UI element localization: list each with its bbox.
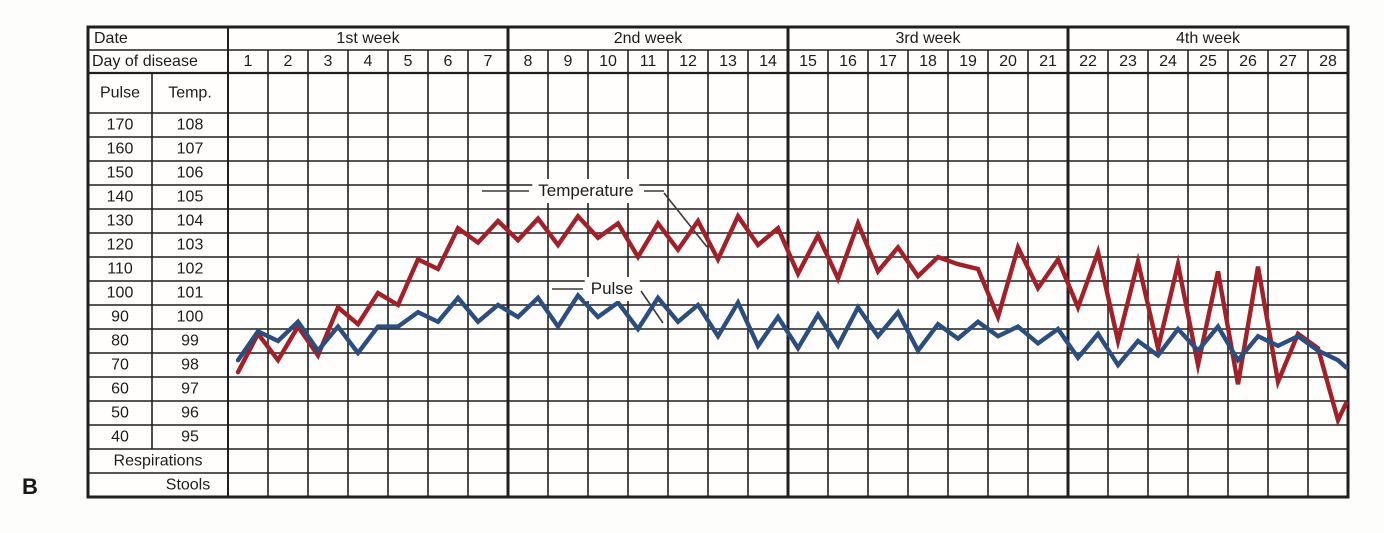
temp-scale-value: 105: [177, 189, 204, 206]
day-number: 10: [599, 53, 617, 70]
temp-column-header: Temp.: [168, 85, 212, 102]
pulse-scale-value: 40: [111, 429, 129, 446]
temp-scale-value: 101: [177, 285, 204, 302]
figure-label: B: [22, 474, 38, 499]
temp-scale-value: 104: [177, 213, 204, 230]
day-number: 3: [324, 53, 333, 70]
day-number: 4: [364, 53, 373, 70]
temp-scale-value: 97: [181, 381, 199, 398]
respirations-row-label: Respirations: [114, 453, 203, 470]
day-number: 11: [640, 53, 657, 70]
day-number: 13: [719, 53, 737, 70]
pulse-line: [235, 291, 1349, 370]
date-row-label: Date: [94, 30, 128, 47]
day-number: 20: [999, 53, 1017, 70]
day-number: 24: [1159, 53, 1177, 70]
day-number: 15: [799, 53, 817, 70]
day-number: 16: [839, 53, 857, 70]
day-number: 18: [919, 53, 937, 70]
day-of-disease-label: Day of disease: [92, 53, 198, 70]
temperature-series-label: Temperature: [532, 179, 640, 203]
pulse-scale-value: 110: [107, 261, 133, 278]
day-number: 23: [1119, 53, 1137, 70]
pulse-scale-value: 130: [107, 213, 134, 230]
temp-scale-value: 106: [177, 165, 204, 182]
temp-scale-value: 99: [181, 333, 199, 350]
pulse-series-label: Pulse: [584, 277, 640, 301]
temp-scale-value: 95: [181, 429, 199, 446]
pulse-scale-value: 100: [107, 285, 134, 302]
temp-scale-value: 96: [181, 405, 199, 422]
day-number: 8: [524, 53, 533, 70]
day-number: 12: [679, 53, 697, 70]
pulse-column-header: Pulse: [100, 85, 140, 102]
pulse-scale-value: 60: [111, 381, 129, 398]
day-number: 19: [959, 53, 977, 70]
temperature-line: [235, 211, 1349, 427]
day-number: 1: [244, 53, 253, 70]
pulse-scale-value: 80: [111, 333, 129, 350]
day-number: 25: [1199, 53, 1217, 70]
pulse-scale-value: 160: [107, 141, 134, 158]
temp-scale-value: 108: [177, 117, 204, 134]
day-number: 17: [879, 53, 897, 70]
day-number: 6: [444, 53, 453, 70]
week-header: 2nd week: [614, 30, 683, 47]
day-number: 26: [1239, 53, 1257, 70]
week-header: 3rd week: [896, 30, 962, 47]
pulse-scale-value: 120: [107, 237, 134, 254]
day-number: 27: [1279, 53, 1297, 70]
temp-scale-value: 100: [177, 309, 204, 326]
stools-row-label: Stools: [166, 477, 210, 494]
day-number: 7: [484, 53, 493, 70]
temp-scale-value: 102: [177, 261, 204, 278]
pulse-scale-value: 70: [111, 357, 129, 374]
day-number: 22: [1079, 53, 1097, 70]
week-header: 4th week: [1176, 30, 1241, 47]
day-number: 21: [1039, 53, 1057, 70]
day-number: 14: [759, 53, 777, 70]
pulse-scale-value: 50: [111, 405, 129, 422]
chart-outer-border: [86, 25, 1350, 499]
day-number: 2: [284, 53, 293, 70]
temperature-label-leader: [663, 192, 708, 248]
day-number: 28: [1319, 53, 1337, 70]
temp-scale-value: 103: [177, 237, 204, 254]
day-number: 9: [564, 53, 573, 70]
week-header: 1st week: [336, 30, 400, 47]
pulse-scale-value: 150: [107, 165, 134, 182]
temp-scale-value: 107: [177, 141, 204, 158]
temp-scale-value: 98: [181, 357, 199, 374]
pulse-scale-value: 170: [107, 117, 134, 134]
pulse-scale-value: 90: [111, 309, 129, 326]
day-number: 5: [404, 53, 413, 70]
pulse-scale-value: 140: [107, 189, 134, 206]
